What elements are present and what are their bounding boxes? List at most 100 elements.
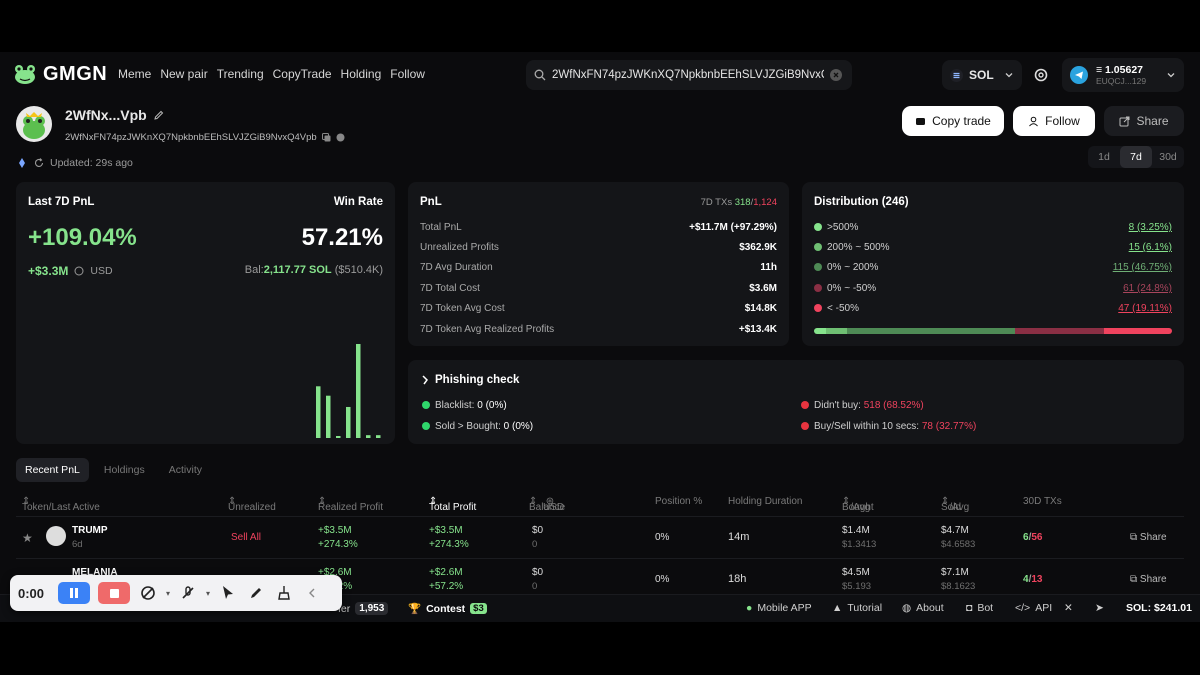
col-bought[interactable]: Bought ⇕/Avg bbox=[842, 496, 874, 513]
dist-value[interactable]: 47 (19.11%) bbox=[1118, 303, 1172, 314]
pnl-row-label: Total PnL bbox=[420, 222, 462, 233]
pnl7-title: Last 7D PnL bbox=[28, 196, 95, 208]
contest-badge: $3 bbox=[470, 603, 487, 614]
share-label: Share bbox=[1136, 114, 1169, 128]
copy-icon[interactable] bbox=[321, 133, 331, 142]
pnl7-usd-value: +$3.3M bbox=[28, 264, 69, 278]
nav-link-copytrade[interactable]: CopyTrade bbox=[272, 67, 332, 81]
chain-select[interactable]: SOL bbox=[942, 60, 1022, 90]
nav-link-follow[interactable]: Follow bbox=[390, 67, 425, 81]
refer-item[interactable]: fer 1,953 bbox=[338, 602, 389, 615]
swap-icon[interactable] bbox=[74, 266, 84, 276]
nav-link-trending[interactable]: Trending bbox=[216, 67, 264, 81]
pnl-row-unrealized: Unrealized Profits $362.9K bbox=[420, 242, 777, 253]
col-unrealized[interactable]: Unrealized ⇕ bbox=[228, 496, 276, 513]
col-token[interactable]: Token/Last Active ⇕ bbox=[22, 496, 100, 513]
tx-sell-count: 1,124 bbox=[753, 197, 777, 208]
balance-value: $0 bbox=[532, 525, 544, 536]
telegram-icon[interactable]: ➤ bbox=[1095, 602, 1104, 614]
nav-link-meme[interactable]: Meme bbox=[118, 67, 152, 81]
broom-icon[interactable] bbox=[274, 583, 294, 603]
search-input[interactable] bbox=[552, 69, 824, 81]
dist-value[interactable]: 8 (3.25%) bbox=[1128, 222, 1172, 233]
about-item[interactable]: ◍ About bbox=[902, 602, 944, 614]
contest-item[interactable]: 🏆 Contest $3 bbox=[408, 602, 487, 615]
tutorial-item[interactable]: ▲ Tutorial bbox=[832, 602, 882, 614]
status-dot bbox=[422, 422, 430, 430]
token-name[interactable]: MELANIA bbox=[72, 567, 118, 578]
row-share-button[interactable]: ⧉ Share bbox=[1130, 574, 1167, 585]
dist-value[interactable]: 115 (46.75%) bbox=[1112, 262, 1172, 273]
clear-search-icon[interactable] bbox=[830, 69, 842, 81]
cursor-icon[interactable] bbox=[218, 583, 238, 603]
dropdown-caret-icon[interactable]: ▾ bbox=[206, 588, 211, 598]
period-7d[interactable]: 7d bbox=[1120, 146, 1152, 168]
status-dot bbox=[801, 401, 809, 409]
api-item[interactable]: </> API bbox=[1015, 602, 1052, 614]
holding-value: 14m bbox=[728, 531, 750, 543]
edit-pencil-icon[interactable] bbox=[153, 110, 164, 121]
pnl7-percent: +109.04% bbox=[28, 224, 137, 251]
blacklist-row: Blacklist: 0 (0%) bbox=[422, 400, 507, 411]
updated-status: Updated: 29s ago bbox=[16, 157, 133, 169]
sell-all-button[interactable]: Sell All bbox=[231, 532, 262, 543]
bal-usd: ($510.4K) bbox=[334, 264, 383, 276]
mobile-app-item[interactable]: ● Mobile APP bbox=[746, 602, 812, 614]
camera-off-icon[interactable] bbox=[138, 583, 158, 603]
nav-link-new-pair[interactable]: New pair bbox=[160, 67, 208, 81]
follow-button[interactable]: Follow bbox=[1013, 106, 1095, 136]
pause-button[interactable] bbox=[58, 582, 90, 604]
star-icon[interactable]: ★ bbox=[22, 531, 33, 545]
stop-button[interactable] bbox=[98, 582, 130, 604]
screen-recorder-toolbar: 0:00 ▾ ▾ bbox=[10, 575, 342, 611]
col-position: Position % bbox=[655, 496, 703, 507]
row-share-button[interactable]: ⧉ Share bbox=[1130, 532, 1167, 543]
tab-holdings[interactable]: Holdings bbox=[103, 464, 145, 476]
tab-activity[interactable]: Activity bbox=[168, 464, 202, 476]
table-row[interactable]: MELANIA +$2.6M +57.2% +$2.6M +57.2% $0 0… bbox=[16, 558, 1184, 600]
col-total-profit[interactable]: Total Profit ⇕ bbox=[429, 496, 477, 513]
bought-avg: $1.3413 bbox=[842, 539, 877, 550]
buysell-row: Buy/Sell within 10 secs: 78 (32.77%) bbox=[801, 421, 976, 432]
dist-value[interactable]: 15 (6.1%) bbox=[1128, 242, 1172, 253]
settings-gear-icon[interactable] bbox=[1030, 64, 1052, 86]
dist-value[interactable]: 61 (24.8%) bbox=[1123, 283, 1172, 294]
token-last-active: 6d bbox=[72, 539, 83, 550]
x-twitter-icon[interactable]: ✕ bbox=[1064, 602, 1073, 614]
share-button[interactable]: Share bbox=[1104, 106, 1184, 136]
table-row[interactable]: ★ TRUMP 6d Sell All +$3.5M +274.3% +$3.5… bbox=[16, 516, 1184, 558]
pen-icon[interactable] bbox=[246, 583, 266, 603]
phishing-title-text: Phishing check bbox=[435, 374, 520, 386]
mic-off-icon[interactable] bbox=[178, 583, 198, 603]
col-realized[interactable]: Realized Profit ⇕ bbox=[318, 496, 384, 513]
distribution-bar-segment bbox=[825, 328, 848, 334]
chain-label: SOL bbox=[969, 68, 994, 82]
col-sold[interactable]: Sold ⇕/Avg bbox=[941, 496, 970, 513]
sold-avg: $8.1623 bbox=[941, 581, 976, 592]
logo[interactable]: GMGN bbox=[12, 62, 107, 86]
col-balance[interactable]: Balance ⇕ USD ⊛ bbox=[529, 496, 566, 513]
token-name[interactable]: TRUMP bbox=[72, 525, 108, 536]
collapse-chevron-icon[interactable] bbox=[302, 583, 322, 603]
copy-trade-button[interactable]: Copy trade bbox=[902, 106, 1004, 136]
last-7d-pnl-card: Last 7D PnL Win Rate +109.04% 57.21% +$3… bbox=[16, 182, 395, 444]
refresh-icon[interactable] bbox=[34, 158, 44, 168]
period-1d[interactable]: 1d bbox=[1098, 151, 1110, 163]
tab-recent-pnl[interactable]: Recent PnL bbox=[16, 458, 89, 482]
pnl-row-avg-realized: 7D Token Avg Realized Profits +$13.4K bbox=[420, 324, 777, 335]
top-nav: GMGN Meme New pair Trending CopyTrade Ho… bbox=[0, 52, 1200, 96]
wallet-button[interactable]: ≡ 1.05627 EUQCJ...129 bbox=[1062, 58, 1184, 92]
dropdown-caret-icon[interactable]: ▾ bbox=[166, 588, 171, 598]
nav-link-holding[interactable]: Holding bbox=[340, 67, 382, 81]
pnl-row-label: 7D Avg Duration bbox=[420, 262, 493, 273]
winrate-title: Win Rate bbox=[333, 196, 383, 208]
holding-value: 18h bbox=[728, 573, 747, 585]
distribution-title: Distribution (246) bbox=[814, 196, 909, 208]
hook-icon bbox=[422, 375, 428, 385]
total-value: +$3.5M bbox=[429, 525, 463, 536]
recording-timer: 0:00 bbox=[18, 585, 45, 601]
explorer-icon[interactable] bbox=[336, 133, 345, 142]
period-30d[interactable]: 30d bbox=[1159, 151, 1177, 163]
bot-item[interactable]: ◘ Bot bbox=[966, 602, 993, 614]
rocket-icon bbox=[19, 158, 25, 168]
